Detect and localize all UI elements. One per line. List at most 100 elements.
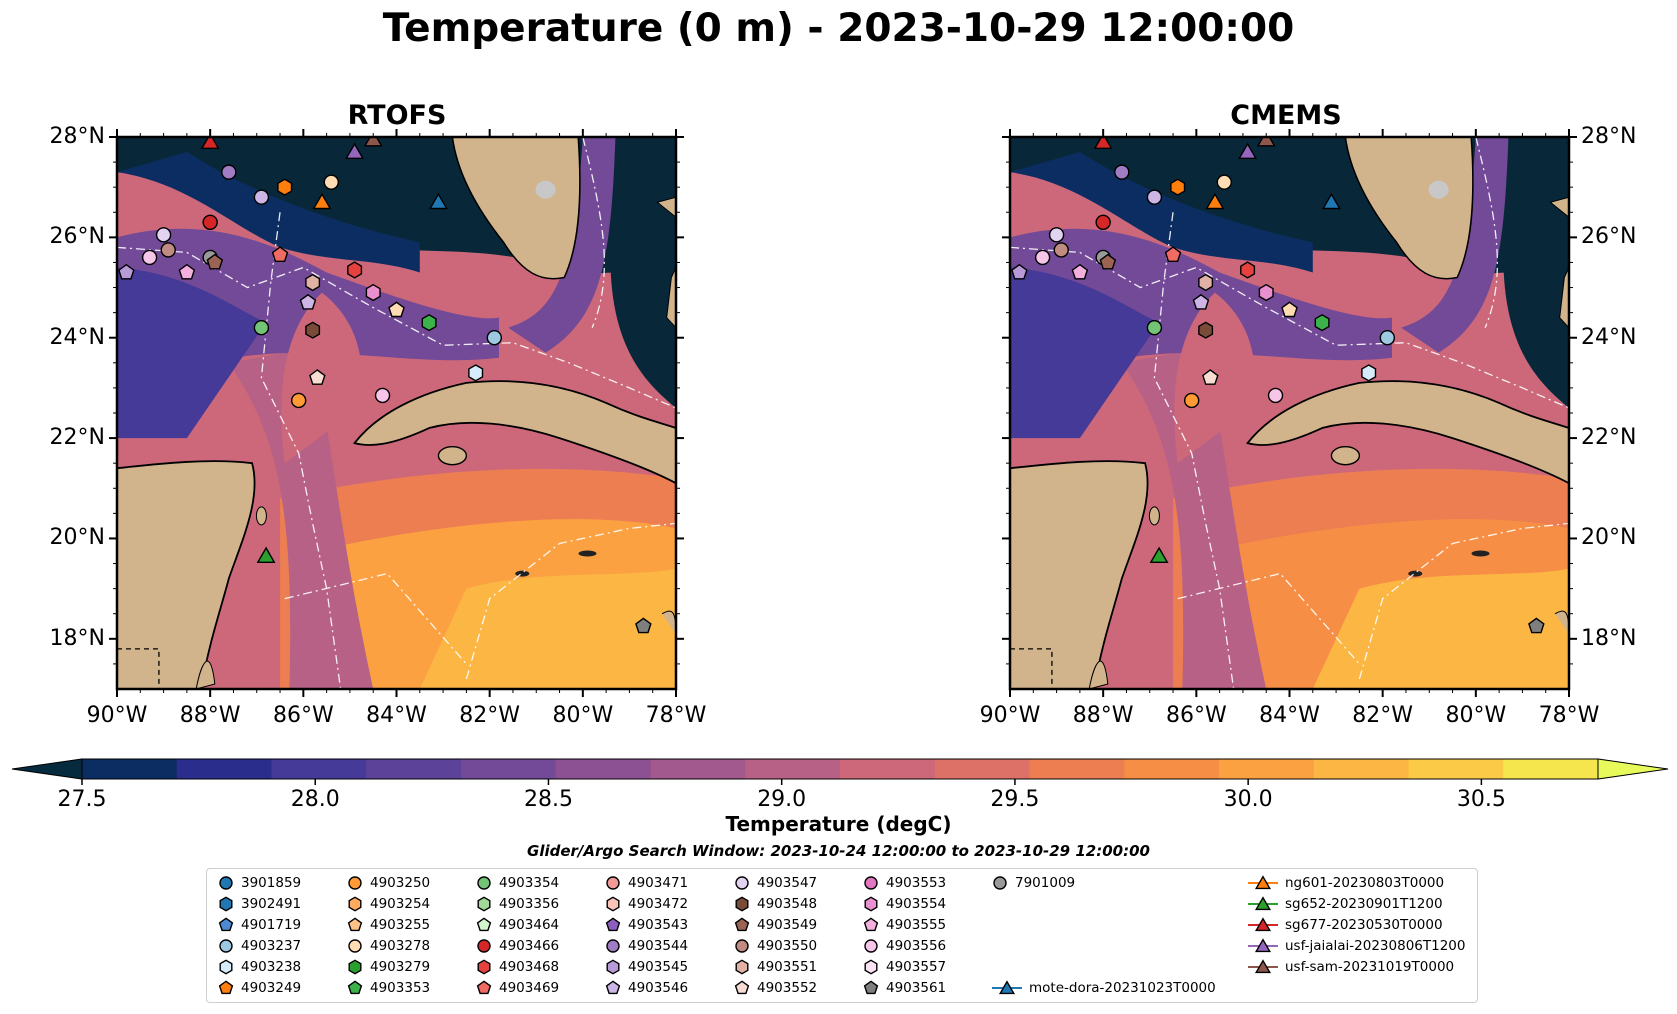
legend-item-float: 7901009 (991, 874, 1075, 892)
colorbar-bin (934, 759, 1030, 779)
legend-label: ng601-20230803T0000 (1285, 875, 1445, 891)
xtick-label: 80°W (552, 703, 614, 728)
legend-item-float: 4903356 (475, 895, 559, 913)
legend-item-float: 4903255 (346, 916, 430, 934)
legend-float-symbol (993, 876, 1007, 890)
legend: 3901859 3902491 4901719 4903237 4903238 49032… (206, 868, 1478, 1003)
ytick-label: 18°N (49, 625, 105, 651)
legend-label: 4903249 (241, 980, 302, 996)
glider-marker (312, 192, 332, 210)
colorbar-bin (1029, 759, 1125, 779)
legend-label: 4903552 (757, 980, 818, 996)
legend-item-float: 4903278 (346, 937, 430, 955)
float-marker (1314, 313, 1330, 332)
legend-glider-symbol (1254, 875, 1272, 890)
pentagon-marker-icon (476, 980, 492, 995)
xtick-label: 90°W (979, 703, 1041, 728)
float-marker (323, 174, 339, 190)
legend-item-float: 3902491 (217, 895, 301, 913)
legend-float-symbol (605, 917, 621, 932)
float-marker (374, 387, 391, 404)
legend-item-glider: usf-jaialai-20230806T1200 (1247, 937, 1465, 955)
hexagon-marker-icon (735, 959, 749, 975)
colorbar-label: Temperature (degC) (725, 812, 952, 836)
colorbar-tick-label: 28.5 (523, 787, 573, 812)
legend-label: 4903561 (886, 980, 947, 996)
ytick-label: 24°N (1581, 324, 1637, 350)
legend-float-symbol (348, 959, 362, 975)
legend-float-symbol (606, 939, 620, 953)
colorbar-bin (82, 759, 178, 779)
legend-label: 4903354 (499, 875, 560, 891)
legend-label: 4903546 (628, 980, 689, 996)
circle-marker-icon (735, 876, 749, 890)
legend-item-float: 4903554 (862, 895, 946, 913)
colorbar-bin (745, 759, 841, 779)
float-marker (178, 263, 196, 280)
float-marker (1095, 214, 1111, 231)
hexagon-marker-icon (219, 959, 233, 975)
circle-marker-icon (219, 876, 233, 890)
triangle-marker-icon (992, 980, 1022, 995)
legend-item-float: 4903551 (733, 958, 817, 976)
legend-float-symbol (476, 980, 492, 995)
glider-marker (1149, 546, 1169, 563)
legend-glider-symbol (1254, 938, 1272, 953)
legend-item-float: 4903550 (733, 937, 817, 955)
float-marker (1114, 164, 1130, 180)
legend-label: 4903353 (370, 980, 431, 996)
ytick-label: 20°N (1581, 525, 1637, 551)
circle-marker-icon (993, 876, 1007, 890)
hexagon-marker-icon (606, 896, 620, 912)
legend-label: 4903543 (628, 917, 689, 933)
panel-title-rtofs: RTOFS (347, 100, 447, 131)
float-marker (1240, 261, 1256, 279)
hexagon-marker-icon (606, 959, 620, 975)
legend-float-symbol (218, 917, 234, 932)
ytick-label: 28°N (1581, 124, 1637, 149)
legend-float-symbol (219, 896, 233, 912)
map-cmems (1002, 129, 1577, 697)
legend-item-float: 4903546 (604, 979, 688, 997)
legend-label: 4903466 (499, 938, 560, 954)
colorbar-bin (1219, 759, 1315, 779)
legend-float-symbol (218, 980, 234, 995)
legend-label: 4903557 (886, 959, 947, 975)
legend-float-symbol (735, 876, 749, 890)
legend-label: 4903237 (241, 938, 302, 954)
legend-label: 7901009 (1015, 875, 1076, 891)
float-marker (253, 189, 270, 205)
float-marker (202, 214, 218, 231)
ytick-label: 26°N (49, 224, 105, 250)
legend-item-float: 4903238 (217, 958, 301, 976)
colorbar-bin (176, 759, 272, 779)
circle-marker-icon (606, 939, 620, 953)
legend-float-symbol (864, 959, 878, 975)
xtick-label: 88°W (179, 703, 241, 728)
legend-float-symbol (348, 876, 362, 890)
hexagon-marker-icon (864, 896, 878, 912)
glider-marker (1093, 137, 1113, 150)
float-marker (1053, 242, 1069, 258)
float-marker (1183, 392, 1200, 409)
legend-item-glider: sg677-20230530T0000 (1247, 916, 1443, 934)
float-marker (1281, 301, 1298, 318)
legend-float-symbol (735, 896, 749, 912)
colorbar-bin (650, 759, 746, 779)
legend-float-symbol (735, 959, 749, 975)
colorbar-tick-label: 30.0 (1223, 787, 1273, 812)
legend-float-symbol (477, 876, 491, 890)
legend-item-float: 4903279 (346, 958, 430, 976)
legend-label: 4903468 (499, 959, 560, 975)
legend-glider-symbol (1254, 959, 1272, 974)
legend-label: 4903551 (757, 959, 818, 975)
colorbar-bin (1313, 759, 1409, 779)
legend-float-symbol (734, 917, 750, 932)
legend-label: 4903238 (241, 959, 302, 975)
glider-marker (1205, 192, 1225, 210)
hexagon-marker-icon (864, 959, 878, 975)
float-marker (1528, 617, 1545, 634)
legend-float-symbol (477, 896, 491, 912)
legend-item-float: 4903556 (862, 937, 946, 955)
